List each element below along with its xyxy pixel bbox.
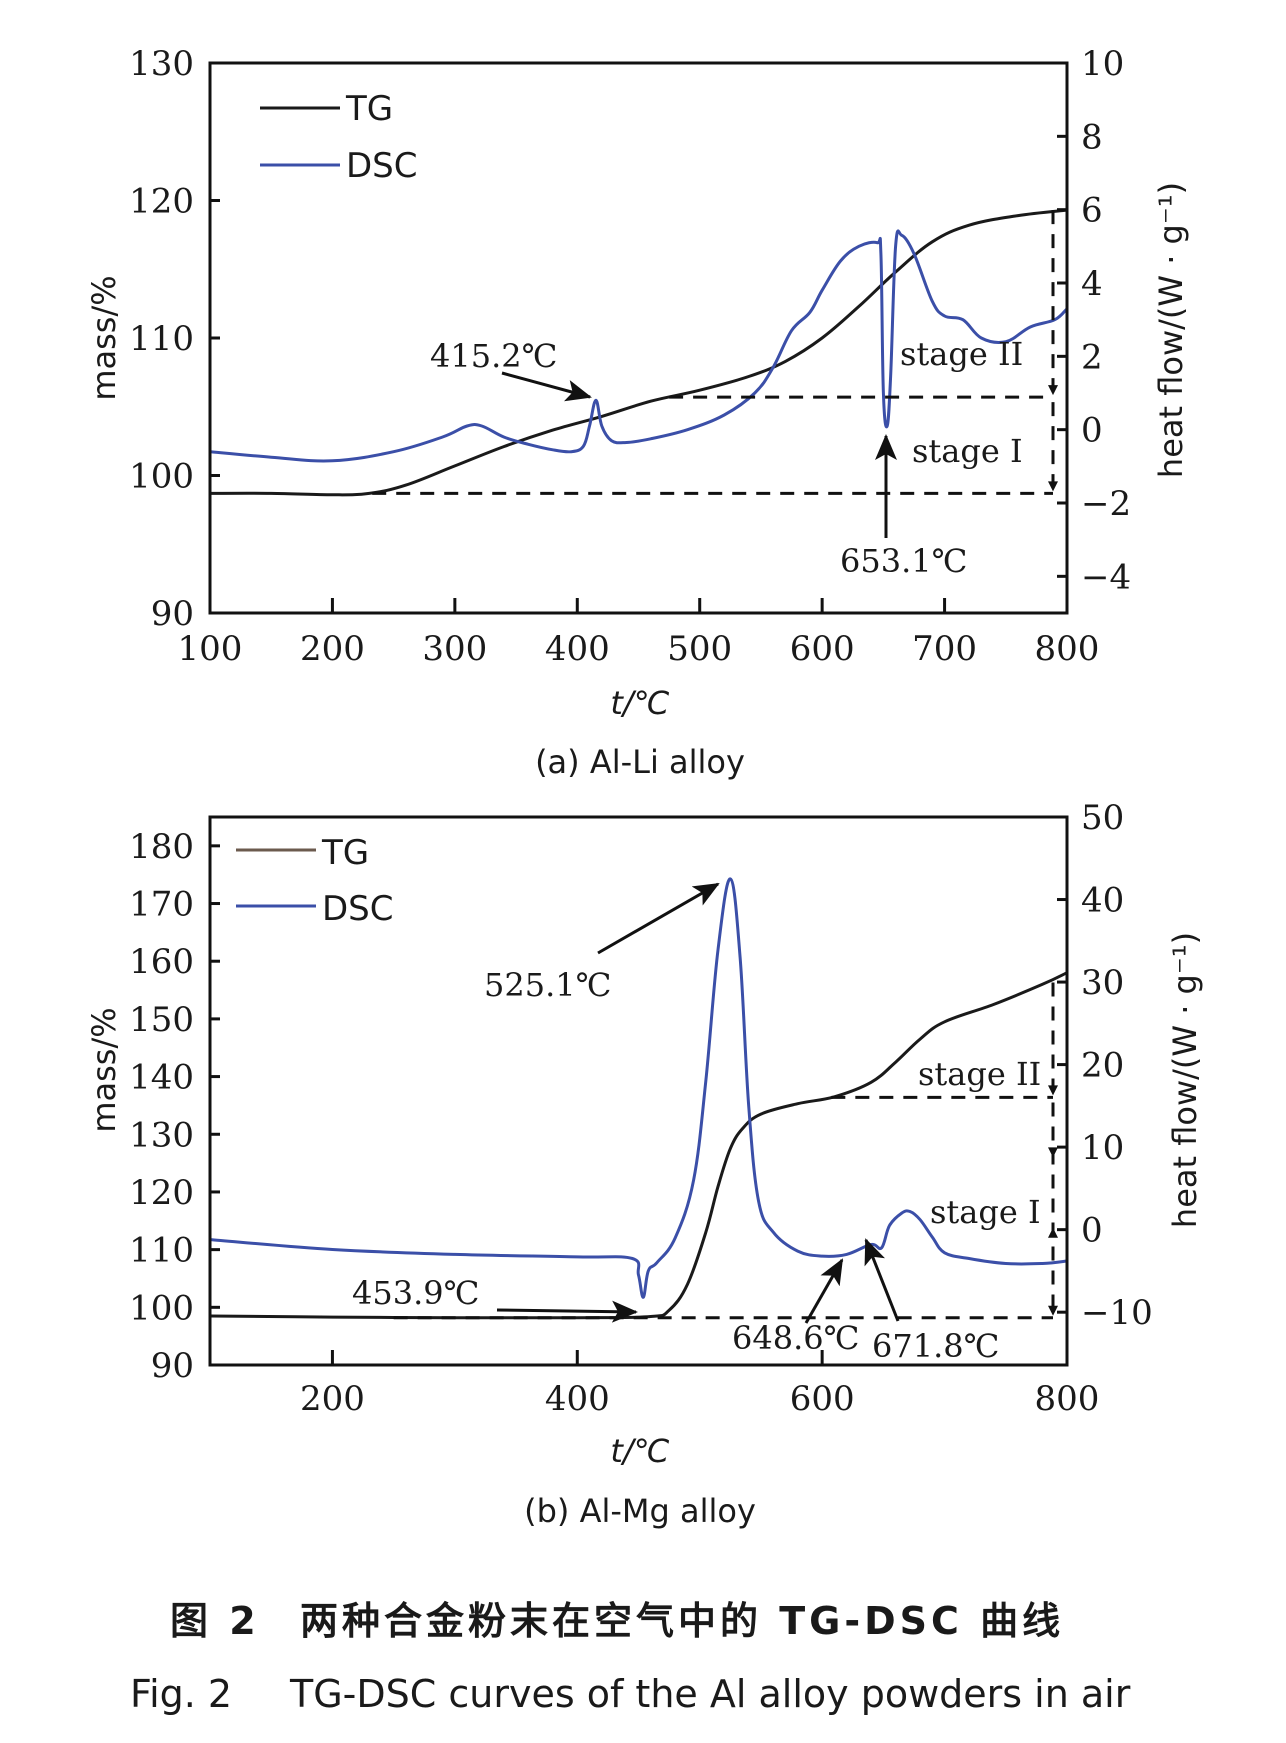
annotation-arrow-525-1 [597,882,720,955]
x-axis-label-b: t/℃ [610,1432,669,1470]
annotation-671-8: 671.8℃ [872,1327,999,1365]
y-left-tick-label: 120 [129,182,194,222]
legend: TG DSC [236,833,394,929]
series-line-dsc [209,877,1068,1299]
x-tick-label: 600 [790,629,855,669]
x-tick-label: 700 [912,629,977,669]
y-left-tick-label: 180 [129,827,194,867]
chart-panel-b: 200 400 600 800 901001101201301401501601701… [85,798,1204,1530]
y-right-tick-label: 2 [1081,337,1103,377]
x-tick-label: 500 [667,629,732,669]
y-right-tick-label: 0 [1081,1211,1103,1251]
y-right-tick-label: 40 [1081,881,1124,921]
x-tick-label: 600 [790,1379,855,1419]
y-right-tick-label: 10 [1081,1128,1124,1168]
x-tick-label: 100 [178,629,243,669]
annotation-arrow-415-2 [501,371,592,402]
y-right-tick-label: −10 [1081,1293,1153,1333]
y-left-tick-label: 130 [129,1115,194,1155]
panel-caption-b: (b) Al-Mg alloy [524,1492,756,1530]
panel-caption-a: (a) Al-Li alloy [535,743,745,781]
y-right-tick-label: 50 [1081,798,1124,838]
stage-i-label-b: stage I [930,1193,1041,1231]
caption-cn-title: 两种合金粉末在空气中的 TG-DSC 曲线 [300,1599,1064,1643]
annotation-arrow-453-9 [496,1300,638,1323]
y-right-tick-label: 8 [1081,117,1103,157]
annotation-525-1: 525.1℃ [484,966,611,1004]
x-tick-label: 200 [300,1379,365,1419]
legend-label-dsc: DSC [346,146,418,186]
annotation-648-6: 648.6℃ [732,1319,859,1357]
y-right-tick-label: 6 [1081,191,1103,231]
y-left-tick-label: 160 [129,942,194,982]
stage-arrowhead [1048,1085,1058,1096]
y-left-tick-label: 90 [151,1346,194,1386]
x-axis-label-a: t/℃ [610,684,669,722]
stage-arrowhead [1048,1227,1058,1238]
caption-en-label: Fig. 2 [130,1672,232,1716]
y-right-tick-label: −4 [1081,557,1131,597]
y-axis-right-label-b: heat flow/(W · g⁻¹) [1166,932,1204,1228]
y-left-tick-label: 150 [129,1000,194,1040]
x-tick-label: 400 [545,1379,610,1419]
y-left-tick-label: 110 [129,1231,194,1271]
y-right-tick-label: −2 [1081,484,1131,524]
y-axis-right-label-a: heat flow/(W · g⁻¹) [1152,182,1190,478]
y-left-tick-label: 120 [129,1173,194,1213]
y-left-tick-label: 130 [129,44,194,84]
y-right-tick-label: 4 [1081,264,1103,304]
figure-caption: 图 2 两种合金粉末在空气中的 TG-DSC 曲线 Fig. 2 TG-DSC … [130,1599,1131,1716]
y-left-tick-label: 100 [129,1288,194,1328]
annotation-653-1: 653.1℃ [840,542,967,580]
annotation-453-9: 453.9℃ [352,1274,479,1312]
x-tick-label: 200 [300,629,365,669]
y-right-tick-label: 20 [1081,1046,1124,1086]
legend-label-tg: TG [345,89,393,129]
x-tick-label: 400 [545,629,610,669]
stage-arrowhead [1048,385,1058,396]
annotation-arrow-671-8 [864,1238,900,1322]
annotation-415-2: 415.2℃ [430,337,557,375]
y-left-tick-label: 100 [129,457,194,497]
legend-label-tg: TG [321,833,369,873]
stage-ii-label-a: stage II [900,335,1023,373]
legend: TG DSC [260,89,418,186]
y-right-tick-label: 30 [1081,963,1124,1003]
y-axis-left-label-b: mass/% [85,1007,123,1132]
annotation-arrow-648-6 [804,1258,844,1324]
stage-arrowhead [1048,481,1058,492]
y-axis-left-label-a: mass/% [85,275,123,400]
y-left-tick-label: 110 [129,319,194,359]
stage-i-label-a: stage I [912,432,1023,470]
y-left-tick-label: 90 [151,594,194,634]
y-left-tick-label: 140 [129,1058,194,1098]
x-tick-label: 800 [1035,629,1100,669]
x-tick-label: 300 [422,629,487,669]
stage-arrowhead [1048,1147,1058,1158]
y-right-tick-label: 10 [1081,44,1124,84]
x-tick-label: 800 [1035,1379,1100,1419]
plot-frame [208,815,1069,1367]
y-right-tick-label: 0 [1081,411,1103,451]
y-left-tick-label: 170 [129,885,194,925]
stage-arrowhead [1048,1305,1058,1316]
series-line-dsc [209,229,1069,463]
caption-cn-label: 图 2 [170,1599,260,1643]
legend-label-dsc: DSC [322,889,394,929]
chart-panel-a: 100 200 300 400 500 600 700 800 90100110120130 … [85,44,1190,781]
stage-ii-label-b: stage II [918,1055,1041,1093]
caption-en-title: TG-DSC curves of the Al alloy powders in… [289,1672,1131,1716]
